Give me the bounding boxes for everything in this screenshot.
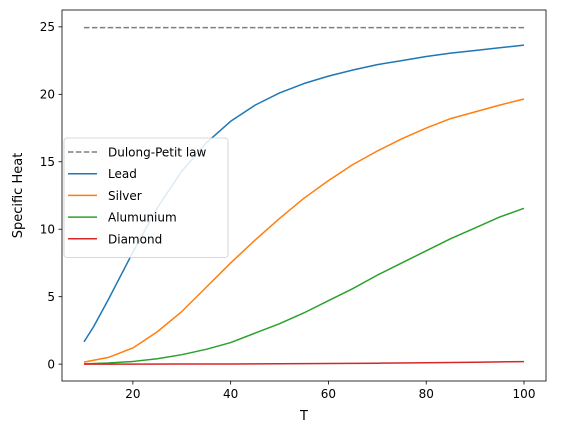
y-axis-label: Specific Heat	[11, 153, 26, 239]
legend-label: Silver	[108, 189, 142, 203]
axis-ticks: 20 40 60 80 100 0 5 10 15 20 25	[40, 20, 536, 401]
legend-label: Lead	[108, 167, 137, 181]
plot-area-frame	[61, 9, 547, 382]
y-tick-label: 0	[47, 357, 55, 371]
y-tick-label: 20	[40, 88, 55, 102]
x-tick-label: 100	[513, 387, 536, 401]
series-line-4	[83, 360, 525, 365]
series-line-3	[83, 207, 525, 365]
x-axis-label: T	[299, 409, 308, 424]
y-tick-label: 15	[40, 155, 55, 169]
legend: Dulong-Petit law Lead Silver Alumunium Diamo…	[63, 137, 229, 258]
legend-label: Alumunium	[108, 211, 177, 225]
y-tick-label: 5	[47, 290, 55, 304]
x-tick-label: 40	[223, 387, 238, 401]
x-tick-label: 60	[321, 387, 336, 401]
y-tick-label: 10	[40, 223, 55, 237]
legend-label: Diamond	[108, 232, 162, 246]
series-line-2	[83, 98, 525, 363]
x-tick-label: 20	[125, 387, 140, 401]
legend-label: Dulong-Petit law	[108, 146, 207, 160]
y-tick-label: 25	[40, 20, 55, 34]
legend-box	[63, 137, 229, 258]
x-tick-label: 80	[419, 387, 434, 401]
